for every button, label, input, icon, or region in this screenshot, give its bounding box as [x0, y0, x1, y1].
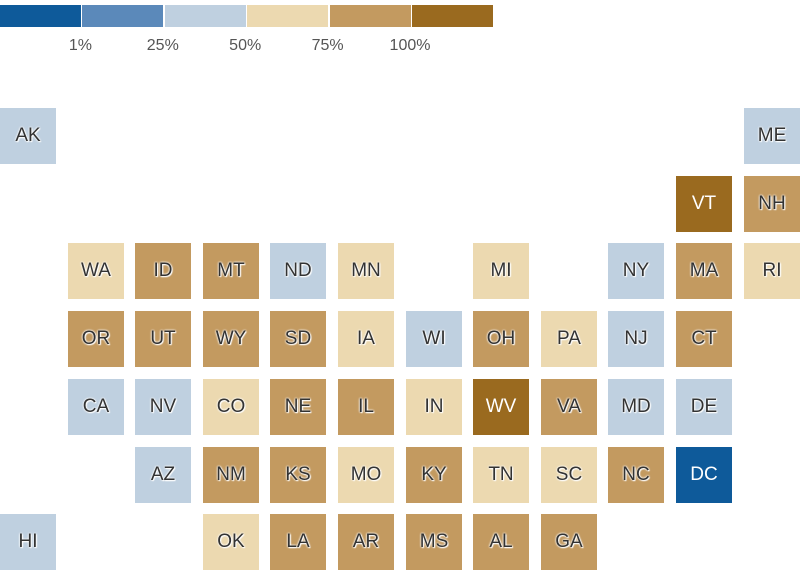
legend-tick-label: 1% [68, 37, 92, 54]
state-tile-nv: NV [135, 379, 191, 435]
state-tile-mt: MT [203, 243, 259, 299]
state-tile-pa: PA [541, 311, 597, 367]
state-tile-ks: KS [270, 447, 326, 503]
state-tile-mn: MN [338, 243, 394, 299]
state-tile-ms: MS [406, 514, 462, 570]
state-tile-wa: WA [68, 243, 124, 299]
legend-swatch [247, 5, 329, 27]
state-tile-dc: DC [676, 447, 732, 503]
state-tile-ri: RI [744, 243, 800, 299]
state-tile-ar: AR [338, 514, 394, 570]
state-tile-ne: NE [270, 379, 326, 435]
legend-tick-label: 25% [146, 37, 179, 54]
state-tile-md: MD [608, 379, 664, 435]
state-tile-tn: TN [473, 447, 529, 503]
state-tile-in: IN [406, 379, 462, 435]
state-tile-or: OR [68, 311, 124, 367]
state-tile-wy: WY [203, 311, 259, 367]
legend-tick-label: 100% [389, 37, 431, 54]
state-tile-az: AZ [135, 447, 191, 503]
state-tile-mo: MO [338, 447, 394, 503]
state-tile-ga: GA [541, 514, 597, 570]
state-tile-la: LA [270, 514, 326, 570]
legend-swatch [164, 5, 246, 27]
state-tile-ca: CA [68, 379, 124, 435]
state-tile-ak: AK [0, 108, 56, 164]
legend-swatch [82, 5, 164, 27]
state-tile-nh: NH [744, 176, 800, 232]
state-tile-ny: NY [608, 243, 664, 299]
state-tile-ut: UT [135, 311, 191, 367]
legend-tick-label: 50% [229, 37, 262, 54]
state-tile-nm: NM [203, 447, 259, 503]
state-tile-sd: SD [270, 311, 326, 367]
legend-swatch [412, 5, 493, 27]
state-tile-al: AL [473, 514, 529, 570]
state-tile-id: ID [135, 243, 191, 299]
state-tile-ky: KY [406, 447, 462, 503]
legend-swatch [329, 5, 411, 27]
state-tile-il: IL [338, 379, 394, 435]
color-legend: 1% 25% 50% 75% 100% [0, 5, 500, 55]
legend-tick-label: 75% [311, 37, 344, 54]
state-tile-hi: HI [0, 514, 56, 570]
state-tile-ok: OK [203, 514, 259, 570]
state-tile-mi: MI [473, 243, 529, 299]
legend-swatch [0, 5, 81, 27]
state-tile-ma: MA [676, 243, 732, 299]
state-tile-vt: VT [676, 176, 732, 232]
state-tile-sc: SC [541, 447, 597, 503]
state-tile-co: CO [203, 379, 259, 435]
state-tile-nd: ND [270, 243, 326, 299]
state-tile-nc: NC [608, 447, 664, 503]
state-tile-wi: WI [406, 311, 462, 367]
state-tile-wv: WV [473, 379, 529, 435]
state-tile-ia: IA [338, 311, 394, 367]
state-tile-va: VA [541, 379, 597, 435]
state-tile-de: DE [676, 379, 732, 435]
state-tile-me: ME [744, 108, 800, 164]
state-tile-ct: CT [676, 311, 732, 367]
state-tile-oh: OH [473, 311, 529, 367]
state-tile-nj: NJ [608, 311, 664, 367]
